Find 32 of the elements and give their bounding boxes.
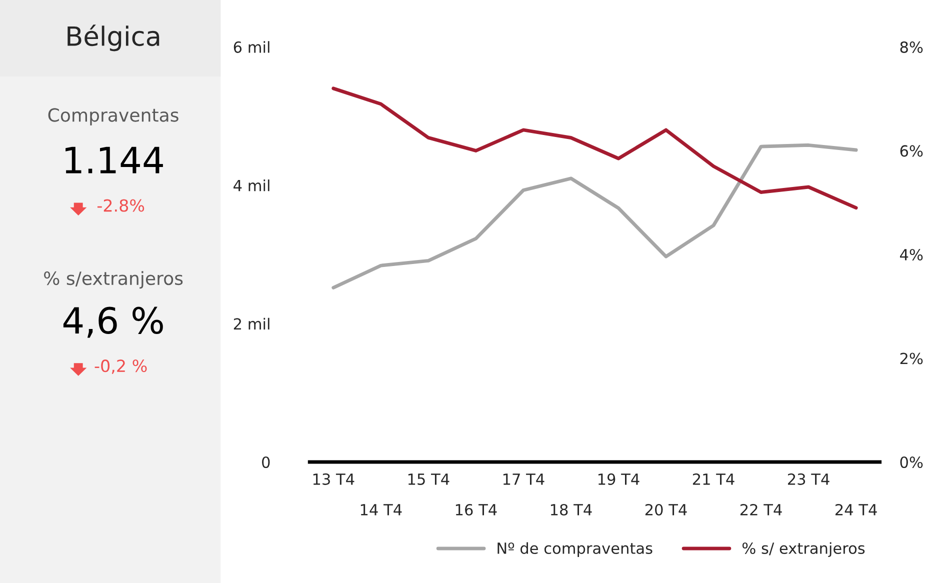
y2-tick-label: 0%: [900, 456, 923, 468]
x-tick-label: 19 T4: [598, 473, 640, 485]
x-tick-label: 24 T4: [835, 504, 877, 516]
x-tick-label: 14 T4: [360, 504, 402, 516]
legend-label: % s/ extranjeros: [742, 542, 865, 557]
y-tick-label: 6 mil: [234, 41, 270, 53]
x-tick-label: 21 T4: [692, 473, 734, 485]
y-tick-label: 2 mil: [234, 318, 270, 330]
text: -0,2 %: [94, 360, 147, 374]
x-tick-label: 13 T4: [313, 473, 354, 485]
chart-title: Bélgica: [68, 24, 160, 52]
y-tick-label: 0: [262, 456, 270, 468]
x-tick-label: 16 T4: [456, 504, 497, 516]
x-tick-label: 22 T4: [740, 504, 782, 516]
text: Compraventas: [48, 108, 178, 126]
x-tick-label: 17 T4: [503, 474, 544, 485]
y2-tick-label: 2%: [900, 352, 923, 364]
y2-tick-label: 4%: [900, 248, 923, 260]
y2-tick-label: 6%: [900, 145, 923, 157]
text: % s/extranjeros: [44, 271, 183, 289]
line-series: [332, 86, 858, 210]
legend-label: Nº de compraventas: [498, 542, 652, 557]
y2-tick-label: 8%: [900, 41, 923, 53]
line-series: [332, 143, 858, 290]
text: -2.8%: [97, 199, 144, 212]
x-tick-label: 23 T4: [788, 473, 830, 485]
x-tick-label: 15 T4: [408, 474, 450, 485]
x-tick-label: 20 T4: [645, 504, 687, 516]
text: 4,6 %: [63, 306, 163, 338]
y-tick-label: 4 mil: [234, 179, 270, 192]
x-tick-label: 18 T4: [550, 504, 592, 516]
text: 1.144: [66, 146, 163, 174]
